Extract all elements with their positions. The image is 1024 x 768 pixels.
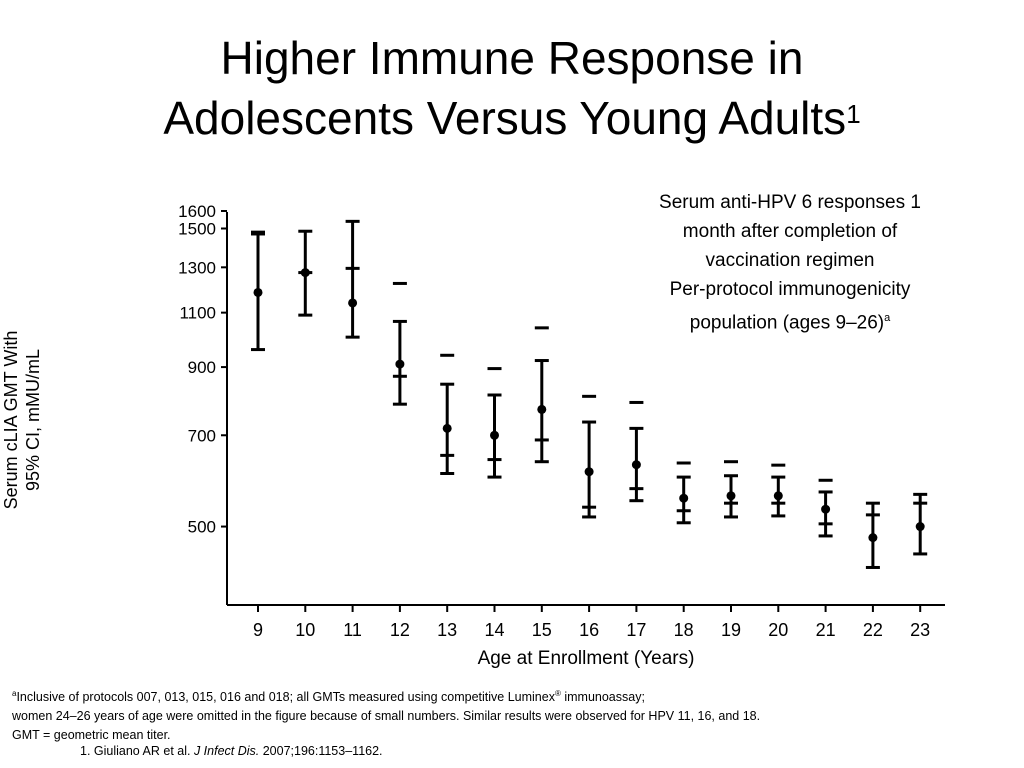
x-tick-label: 12 <box>390 620 410 640</box>
reference-authors: 1. Giuliano AR et al. <box>80 744 194 758</box>
x-tick-label: 17 <box>626 620 646 640</box>
title-line-2-text: Adolescents Versus Young Adults <box>163 92 847 144</box>
gmt-point <box>584 467 594 477</box>
gmt-point <box>915 522 925 532</box>
x-tick-label: 18 <box>674 620 694 640</box>
reference-citation: 1. Giuliano AR et al. J Infect Dis. 2007… <box>80 744 383 758</box>
y-tick-label: 1600 <box>178 202 216 221</box>
slide-title: Higher Immune Response in Adolescents Ve… <box>0 28 1024 148</box>
gmt-point <box>348 298 358 308</box>
gmt-point <box>868 533 878 543</box>
y-tick-label: 1100 <box>179 304 216 323</box>
reference-journal: J Infect Dis. <box>193 744 260 758</box>
x-tick-label: 14 <box>484 620 504 640</box>
footnote-line-3: GMT = geometric mean titer. <box>12 728 171 743</box>
x-tick-label: 20 <box>768 620 788 640</box>
gmt-point <box>442 423 452 433</box>
gmt-point <box>537 404 547 414</box>
reference-details: 2007;196:1153–1162. <box>259 744 383 758</box>
y-tick-label: 500 <box>188 518 216 537</box>
y-tick-label: 700 <box>188 426 216 445</box>
x-tick-label: 11 <box>343 620 362 640</box>
gmt-point <box>631 460 641 470</box>
subtitle-line-2: month after completion of <box>682 221 898 242</box>
x-tick-label: 9 <box>253 620 263 640</box>
x-tick-label: 10 <box>295 620 315 640</box>
x-tick-label: 16 <box>579 620 599 640</box>
footnotes: aInclusive of protocols 007, 013, 015, 0… <box>12 684 1012 745</box>
x-tick-label: 15 <box>532 620 552 640</box>
gmt-point <box>490 430 499 440</box>
footnote-line-1-text: Inclusive of protocols 007, 013, 015, 01… <box>16 690 555 705</box>
subtitle-superscript: a <box>884 312 891 324</box>
title-line-2: Adolescents Versus Young Adults1 <box>0 88 1024 148</box>
gmt-point <box>679 493 689 503</box>
gmt-point <box>395 359 405 369</box>
title-line-1: Higher Immune Response in <box>220 32 804 84</box>
subtitle-line-4: Per-protocol immunogenicity <box>669 279 911 300</box>
x-tick-label: 23 <box>910 620 930 640</box>
x-axis-label: Age at Enrollment (Years) <box>477 648 695 669</box>
footnote-line-1-end: immunoassay; <box>560 690 645 705</box>
gmt-point <box>300 268 310 278</box>
registered-mark: ® <box>554 689 561 698</box>
gmt-point <box>821 504 831 514</box>
x-tick-label: 22 <box>863 620 883 640</box>
x-tick-label: 19 <box>721 620 741 640</box>
y-tick-label: 900 <box>188 358 216 377</box>
subtitle-line-1: Serum anti-HPV 6 responses 1 <box>659 192 921 213</box>
gmt-point <box>773 491 783 501</box>
chart-subtitle: Serum anti-HPV 6 responses 1 month after… <box>630 188 950 337</box>
subtitle-line-3: vaccination regimen <box>705 250 875 271</box>
gmt-point <box>726 491 736 501</box>
x-tick-label: 13 <box>437 620 457 640</box>
footnote-marker: a <box>12 689 17 698</box>
footnote-line-2: women 24–26 years of age were omitted in… <box>12 709 761 724</box>
y-tick-label: 1300 <box>178 258 216 277</box>
x-tick-label: 21 <box>816 620 836 640</box>
footnote-line-1: aInclusive of protocols 007, 013, 015, 0… <box>12 684 1012 707</box>
gmt-point <box>253 287 263 297</box>
subtitle-line-5-text: population (ages 9–26) <box>689 312 885 334</box>
y-tick-label: 1500 <box>178 219 216 238</box>
subtitle-line-5: population (ages 9–26)a <box>630 304 950 337</box>
title-superscript: 1 <box>846 99 861 129</box>
